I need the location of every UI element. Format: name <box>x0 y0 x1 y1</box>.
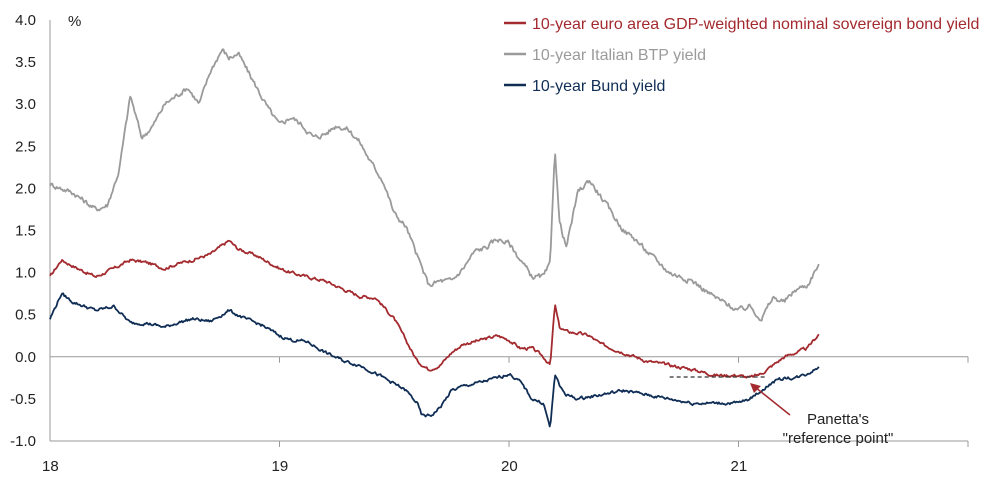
y-tick-label: 3.5 <box>15 54 36 71</box>
legend-label: 10-year euro area GDP-weighted nominal s… <box>532 16 979 33</box>
y-tick-label: 0.5 <box>15 307 36 324</box>
y-tick-label: -1.0 <box>10 433 36 450</box>
annotation-text: "reference point" <box>783 430 894 447</box>
y-tick-label: 3.0 <box>15 96 36 113</box>
y-tick-label: 1.0 <box>15 265 36 282</box>
y-axis-unit-label: % <box>68 13 81 30</box>
series-line <box>49 48 820 322</box>
annotation-arrow-line <box>754 386 791 416</box>
y-tick-label: 0.0 <box>15 349 36 366</box>
legend: 10-year euro area GDP-weighted nominal s… <box>504 16 979 95</box>
y-axis-tick-labels: 4.0 3.5 3.0 2.5 2.0 1.5 1.0 0.5 0.0 -0.5 -1.0 <box>10 12 36 450</box>
annotation-text: Panetta's <box>807 411 869 428</box>
x-axis-ticks: 18 19 20 21 <box>42 356 969 475</box>
x-tick-label: 19 <box>272 458 289 475</box>
reference-point-annotation: Panetta's "reference point" <box>669 376 894 447</box>
y-tick-label: -0.5 <box>10 391 36 408</box>
x-tick-label: 18 <box>42 458 59 475</box>
legend-label: 10-year Italian BTP yield <box>532 47 706 64</box>
y-tick-label: 2.5 <box>15 138 36 155</box>
x-tick-label: 21 <box>731 458 748 475</box>
annotation-arrow-head <box>749 383 761 394</box>
series-line <box>49 292 820 428</box>
series-lines <box>49 48 820 428</box>
y-tick-label: 2.0 <box>15 180 36 197</box>
y-tick-label: 1.5 <box>15 223 36 240</box>
y-tick-label: 4.0 <box>15 12 36 29</box>
legend-label: 10-year Bund yield <box>532 78 665 95</box>
series-line <box>49 239 820 379</box>
x-tick-label: 20 <box>501 458 518 475</box>
